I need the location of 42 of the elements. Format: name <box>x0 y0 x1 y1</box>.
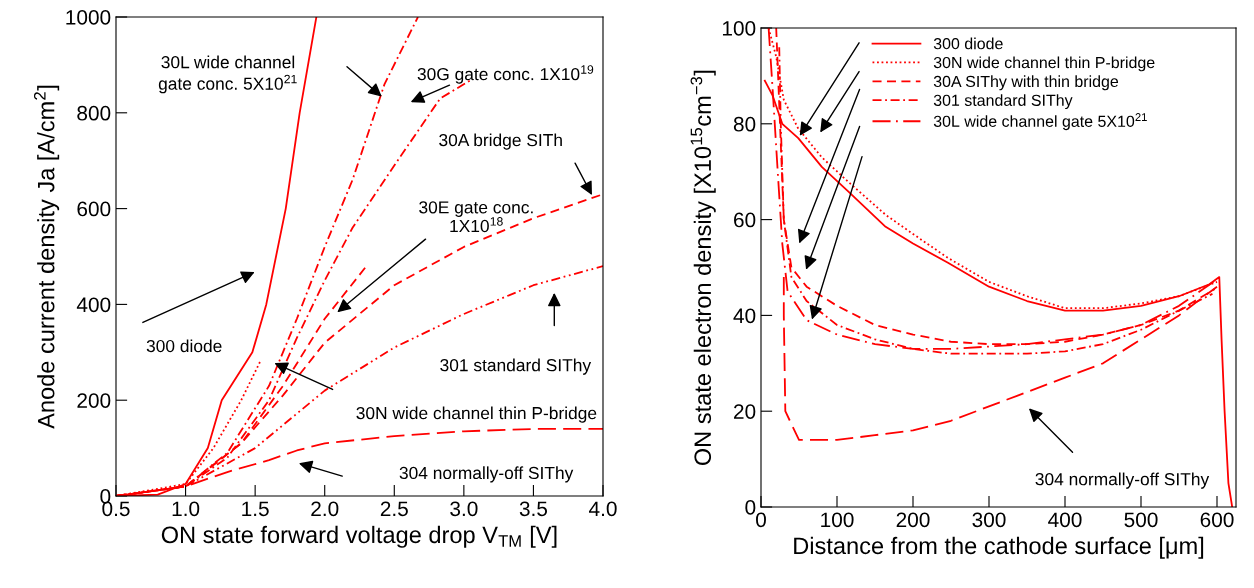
annotation: 304 normally-off SIThy <box>1035 472 1210 489</box>
x-tick-label: 3.5 <box>519 501 548 517</box>
x-tick-label: 1.0 <box>172 501 200 517</box>
annotation: 30G gate conc. 1X10$^{19}$ <box>417 65 594 84</box>
x-tick-label: 100 <box>821 512 854 528</box>
y-tick-label: 80 <box>733 116 756 132</box>
x-axis-title: ON state forward voltage drop V$_{TM}$ [V] <box>161 525 557 548</box>
y-tick-label: 200 <box>77 393 111 408</box>
y-tick-label: 600 <box>77 201 111 217</box>
y-axis-title: Anode current density Ja [A/cm$^{2}$] <box>33 85 60 429</box>
annotation: 30L wide channel gate conc. 5X10$^{21}$ <box>158 55 297 94</box>
x-tick-label: 600 <box>1200 512 1234 528</box>
annotation: 30E gate conc. 1X10$^{18}$ <box>419 201 533 233</box>
y-tick-label: 60 <box>734 212 756 228</box>
x-tick-label: 3.0 <box>450 501 478 517</box>
x-tick-label: 1.5 <box>242 501 269 517</box>
x-tick-label: 400 <box>1048 512 1082 528</box>
annotation: 30N wide channel thin P-bridge <box>356 406 597 423</box>
y-tick-label: 1000 <box>66 10 111 25</box>
x-tick-label: 500 <box>1124 512 1158 528</box>
annotation: 300 diode <box>146 339 222 353</box>
annotation: 30A bridge SITh <box>439 133 562 150</box>
x-axis-title: Distance from the cathode surface [μm] <box>794 536 1204 559</box>
x-tick-label: 200 <box>896 512 930 528</box>
legend-label: 30A SIThy with thin bridge <box>933 75 1119 91</box>
y-tick-label: 800 <box>77 105 111 121</box>
legend-label: 300 diode <box>933 37 1003 50</box>
annotation: 304 normally-off SIThy <box>399 466 574 483</box>
x-tick-label: 0 <box>756 512 766 528</box>
y-tick-label: 100 <box>722 21 756 36</box>
y-axis-title: ON state electron density [X10$^{15}$cm$^{−3}$] <box>690 70 716 466</box>
legend-label: 30L wide channel gate 5X10$^{21}$ <box>933 113 1147 131</box>
x-tick-label: 300 <box>972 512 1006 528</box>
y-tick-label: 400 <box>76 297 111 313</box>
x-tick-label: 4.0 <box>589 501 617 517</box>
x-tick-label: 2.5 <box>380 501 408 517</box>
x-tick-label: 2.0 <box>311 501 339 517</box>
annotation: 301 standard SIThy <box>440 358 592 375</box>
y-tick-label: 20 <box>734 404 756 419</box>
y-tick-label: 40 <box>733 308 756 324</box>
legend-label: 30N wide channel thin P-bridge <box>933 56 1155 72</box>
legend-label: 301 standard SIThy <box>933 94 1073 110</box>
